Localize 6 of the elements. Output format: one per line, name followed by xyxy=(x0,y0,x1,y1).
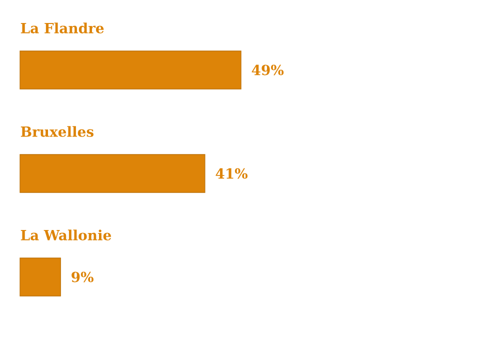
y-tick-label: La Flandre xyxy=(20,22,104,34)
data-label: 49% xyxy=(252,64,284,76)
data-label: 9% xyxy=(72,272,94,282)
y-tick-label: La Wallonie xyxy=(20,230,112,240)
data-label: 41% xyxy=(216,168,248,179)
y-tick-label: Bruxelles xyxy=(20,126,94,137)
